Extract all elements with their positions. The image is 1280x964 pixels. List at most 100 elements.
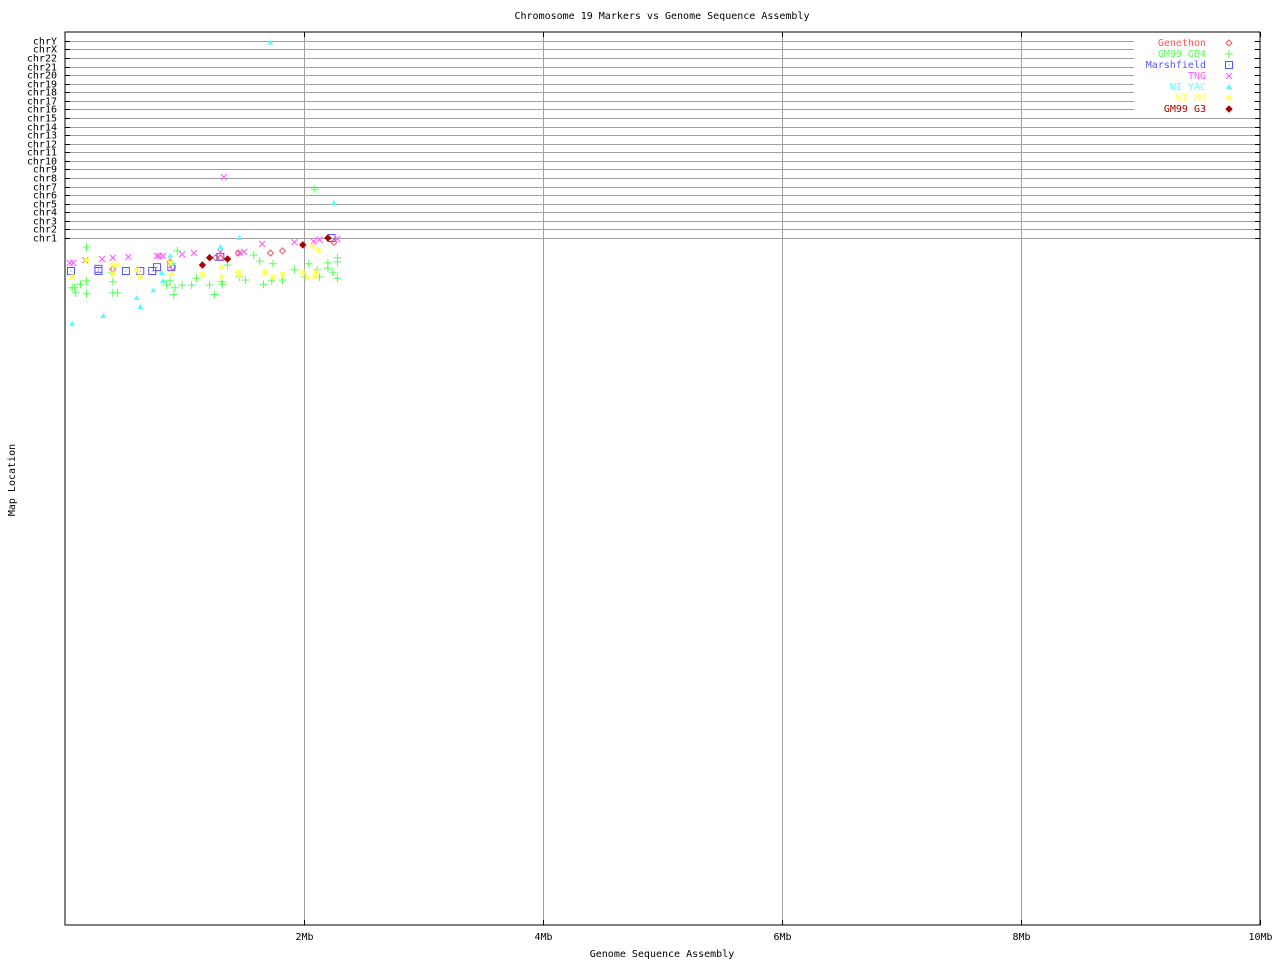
y-tick-label: chr13 bbox=[27, 131, 57, 142]
data-point bbox=[198, 261, 207, 269]
data-point bbox=[210, 290, 219, 299]
y-tick-label: chr3 bbox=[33, 217, 57, 228]
data-point bbox=[309, 242, 316, 249]
data-point bbox=[168, 270, 175, 277]
data-point bbox=[218, 273, 225, 280]
legend-marker bbox=[1225, 61, 1233, 69]
data-point bbox=[324, 234, 332, 242]
legend-marker bbox=[1225, 72, 1233, 80]
data-point bbox=[82, 289, 91, 298]
data-point bbox=[304, 259, 313, 268]
data-point bbox=[162, 281, 171, 290]
x-tick-label: 2Mb bbox=[295, 932, 313, 943]
data-point bbox=[333, 257, 342, 266]
grid bbox=[65, 32, 1260, 925]
x-axis-label: Genome Sequence Assembly bbox=[590, 949, 735, 960]
series-wi-rh bbox=[69, 242, 322, 280]
data-point-dot bbox=[219, 256, 221, 258]
data-point-dot bbox=[139, 270, 141, 272]
data-point bbox=[278, 247, 287, 255]
legend-label: Genethon bbox=[1158, 38, 1206, 49]
data-point bbox=[235, 269, 242, 276]
data-point bbox=[121, 266, 130, 275]
legend-marker bbox=[1225, 50, 1233, 58]
x-tick-label: 8Mb bbox=[1012, 932, 1030, 943]
y-axis: chr1chr2chr3chr4chr5chr6chr7chr8chr9chr1… bbox=[27, 37, 1260, 245]
y-tick-label: chr16 bbox=[27, 105, 57, 116]
data-point-dot bbox=[170, 266, 172, 268]
data-point bbox=[76, 280, 85, 289]
data-point bbox=[255, 257, 264, 266]
data-point-dot bbox=[70, 270, 72, 272]
data-point bbox=[330, 199, 337, 205]
data-point bbox=[159, 277, 166, 283]
y-tick-label: chr22 bbox=[27, 54, 57, 65]
data-point bbox=[100, 312, 107, 318]
y-tick-label: chr21 bbox=[27, 63, 57, 74]
data-point bbox=[249, 251, 258, 260]
data-point bbox=[312, 269, 319, 276]
data-point bbox=[69, 273, 76, 280]
y-tick-label: chr4 bbox=[33, 208, 57, 219]
data-point bbox=[291, 238, 298, 246]
data-point bbox=[166, 276, 175, 285]
data-point bbox=[109, 261, 116, 268]
data-point bbox=[71, 288, 80, 297]
data-point bbox=[66, 266, 75, 275]
data-point bbox=[241, 275, 250, 284]
y-tick-label: chr8 bbox=[33, 174, 57, 185]
y-axis-label: Map Location bbox=[7, 444, 18, 516]
data-point bbox=[114, 261, 121, 268]
data-point bbox=[199, 271, 206, 278]
data-point bbox=[216, 252, 225, 261]
data-point bbox=[299, 241, 307, 249]
y-tick-label: chr15 bbox=[27, 114, 57, 125]
data-point bbox=[223, 255, 232, 263]
y-tick-label: chr18 bbox=[27, 88, 57, 99]
data-point bbox=[133, 266, 140, 273]
data-point bbox=[66, 259, 74, 267]
y-tick-label: chr6 bbox=[33, 191, 57, 202]
y-tick-label: chr10 bbox=[27, 157, 57, 168]
legend-marker bbox=[1225, 105, 1233, 113]
data-point bbox=[279, 270, 286, 277]
series-gm99-g3 bbox=[198, 234, 332, 269]
data-point bbox=[236, 272, 243, 279]
series-wi-yac bbox=[69, 39, 337, 326]
data-point bbox=[190, 249, 198, 257]
data-point bbox=[192, 274, 201, 283]
data-point-dot bbox=[97, 270, 99, 272]
x-tick-label: 10Mb bbox=[1248, 932, 1272, 943]
y-tick-label: chr20 bbox=[27, 71, 57, 82]
data-point bbox=[323, 263, 332, 272]
data-point bbox=[333, 274, 342, 283]
data-point bbox=[108, 277, 117, 286]
data-point bbox=[236, 249, 243, 257]
y-tick-label: chr14 bbox=[27, 123, 57, 134]
y-tick-label: chr19 bbox=[27, 80, 57, 91]
y-tick-label: chr5 bbox=[33, 200, 57, 211]
legend-label: WI YAC bbox=[1170, 82, 1206, 93]
legend-marker bbox=[1226, 84, 1232, 89]
data-point bbox=[268, 259, 277, 268]
data-point bbox=[70, 283, 79, 292]
data-point bbox=[83, 257, 90, 264]
y-tick-label: chr9 bbox=[33, 165, 57, 176]
data-point bbox=[82, 242, 91, 251]
y-tick-label: chr2 bbox=[33, 225, 57, 236]
data-point bbox=[211, 254, 220, 262]
data-point bbox=[153, 263, 162, 272]
legend-marker bbox=[1225, 39, 1233, 47]
legend-marker-dot bbox=[1228, 64, 1230, 66]
y-tick-label: chrX bbox=[33, 45, 57, 56]
data-point bbox=[315, 246, 322, 253]
data-point bbox=[173, 246, 182, 255]
data-point bbox=[328, 268, 337, 277]
data-point bbox=[311, 273, 318, 280]
data-point bbox=[69, 320, 76, 326]
data-point bbox=[137, 303, 144, 309]
data-point bbox=[234, 249, 242, 257]
data-point-dot bbox=[156, 266, 158, 268]
